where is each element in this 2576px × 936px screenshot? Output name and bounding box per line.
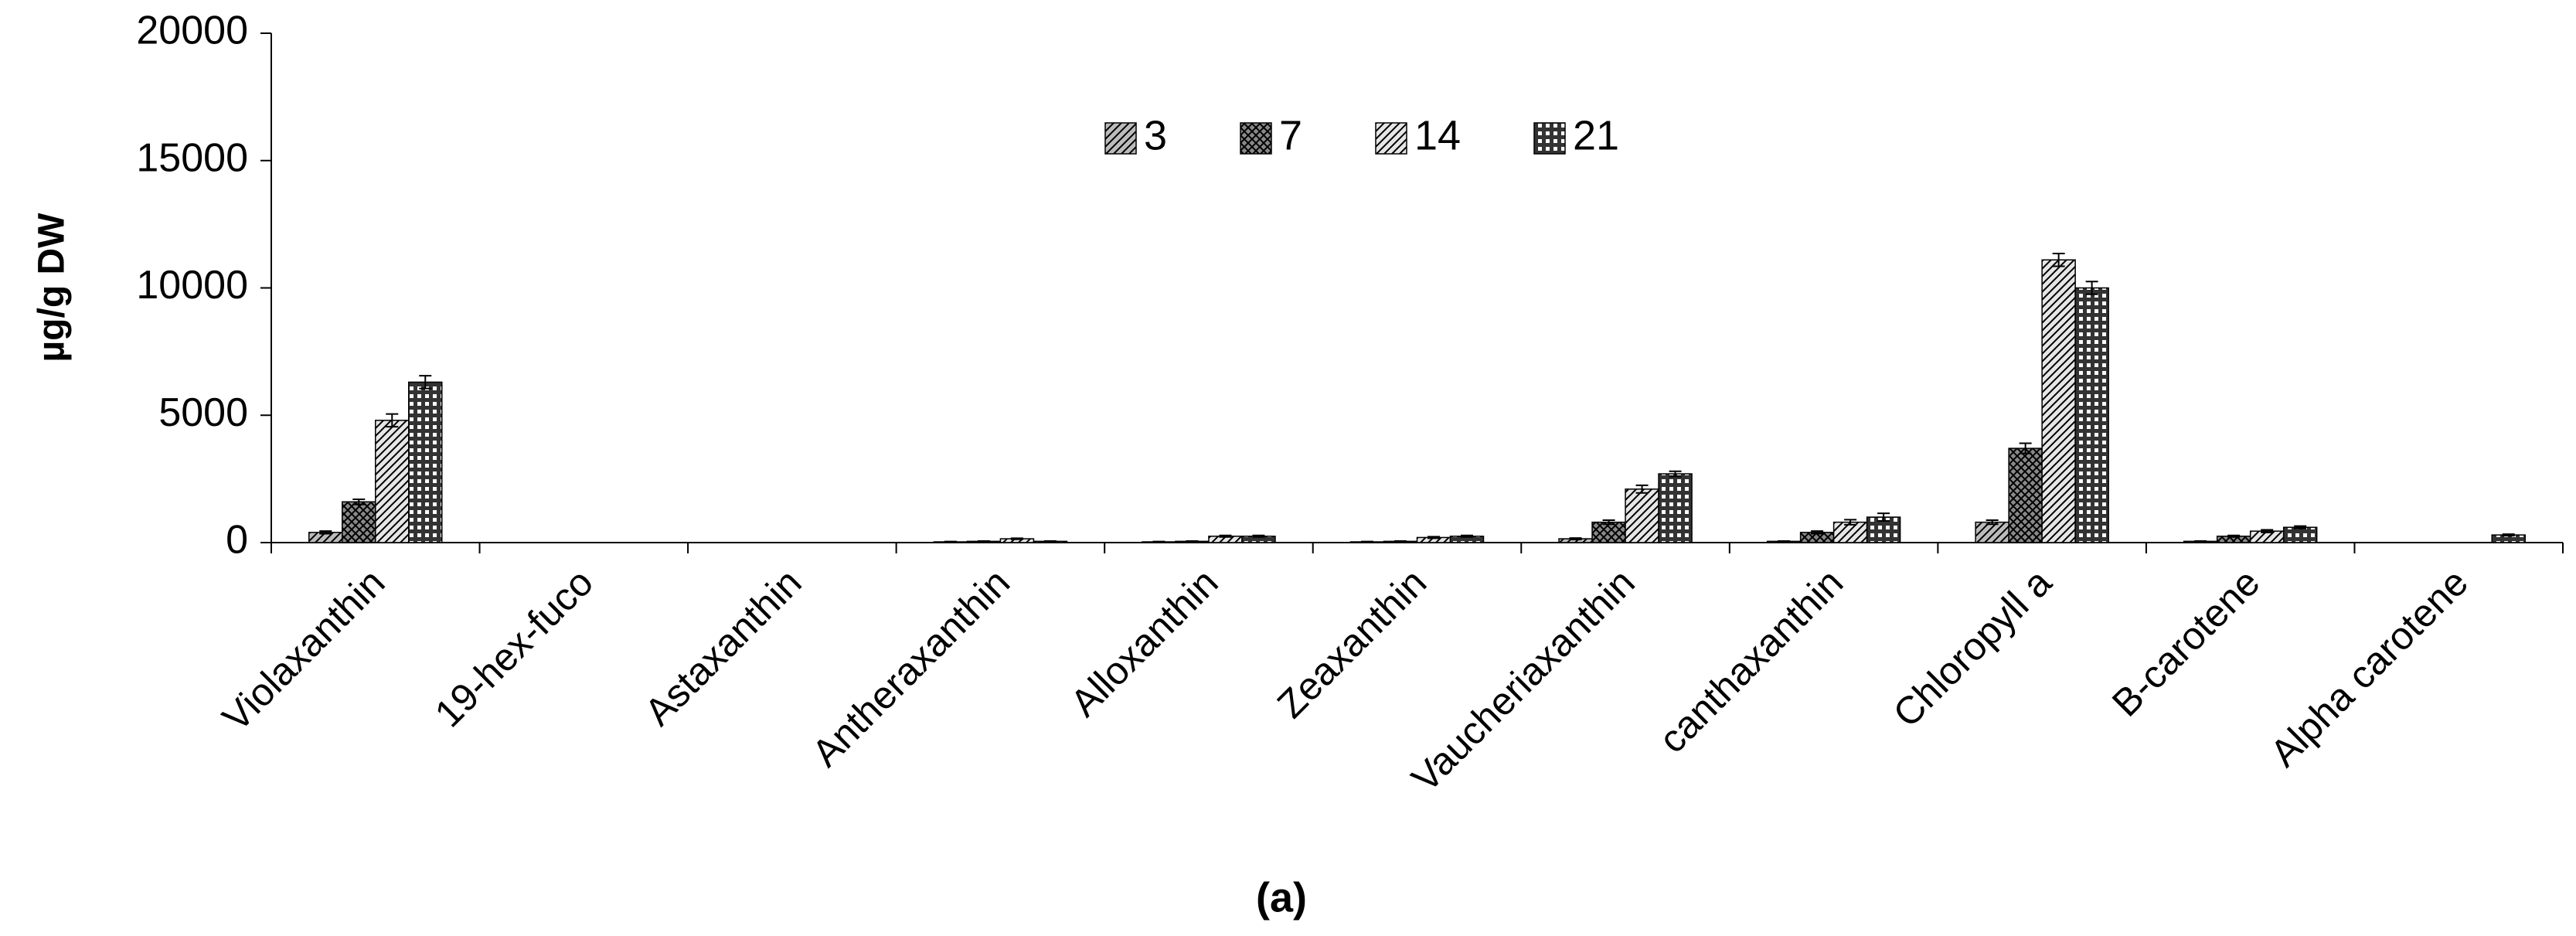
legend-label: 3	[1144, 112, 1167, 158]
error-bar	[1394, 540, 1407, 543]
error-bar	[2019, 442, 2032, 454]
x-tick-label: 19-hex-fuco	[427, 560, 601, 735]
error-bar	[2085, 281, 2098, 295]
x-tick-label: Chloropyll a	[1885, 560, 2060, 735]
error-bar	[386, 413, 399, 428]
x-tick-label: Antheraxanthin	[804, 560, 1018, 774]
error-bar	[977, 540, 990, 543]
x-tick-label: canthaxanthin	[1651, 560, 1852, 761]
x-tick-label: Zeaxanthin	[1269, 560, 1435, 727]
y-axis-label: µg/g DW	[32, 213, 73, 362]
x-tick-label: Vaucheriaxanthin	[1404, 560, 1643, 800]
error-bar	[2294, 525, 2307, 529]
error-bar	[1186, 540, 1199, 543]
legend-label: 21	[1573, 112, 1619, 158]
legend-label: 7	[1279, 112, 1302, 158]
error-bar	[1152, 540, 1165, 543]
error-bar	[2052, 253, 2065, 267]
error-bar	[1252, 534, 1265, 538]
error-bar	[2194, 540, 2207, 543]
bar	[1975, 521, 2009, 543]
error-bar	[1811, 530, 1824, 535]
x-tick-label: B-carotene	[2104, 560, 2268, 725]
error-bar	[2261, 529, 2274, 533]
error-bar	[352, 498, 366, 505]
bar	[342, 501, 376, 543]
bar	[2041, 259, 2076, 543]
error-bar	[2502, 533, 2515, 537]
y-tick-label: 5000	[158, 390, 248, 435]
x-tick-label: Violaxanthin	[214, 560, 393, 740]
error-bar	[944, 540, 957, 543]
bar	[408, 381, 443, 543]
error-bar	[319, 530, 332, 535]
error-bar	[1778, 540, 1791, 543]
y-tick-label: 0	[226, 518, 248, 563]
error-bar	[1569, 537, 1582, 541]
bar	[2008, 448, 2043, 543]
error-bar	[1361, 540, 1373, 543]
error-bar	[1986, 519, 1999, 526]
bar	[375, 420, 410, 543]
error-bar	[2227, 534, 2241, 538]
legend-label: 14	[1414, 112, 1461, 158]
error-bar	[419, 375, 432, 390]
y-tick-label: 20000	[136, 9, 248, 53]
bar	[1658, 473, 1693, 543]
legend-swatch	[1375, 122, 1407, 155]
x-tick-label: Astaxanthin	[636, 560, 809, 733]
caption: (a)	[1256, 874, 1307, 921]
bar	[2074, 287, 2109, 543]
error-bar	[1669, 470, 1682, 478]
bar	[1625, 488, 1659, 543]
legend-swatch	[1240, 122, 1272, 155]
y-tick-label: 15000	[136, 135, 248, 180]
bar	[1832, 521, 1868, 543]
legend-swatch	[1104, 122, 1137, 155]
error-bar	[1635, 484, 1649, 494]
x-tick-label: Alloxanthin	[1062, 560, 1227, 725]
error-bar	[1602, 519, 1615, 526]
y-tick-label: 10000	[136, 263, 248, 308]
x-tick-label: Alpha carotene	[2262, 560, 2476, 774]
bar	[2282, 526, 2318, 543]
error-bar	[1877, 512, 1890, 522]
error-bar	[1428, 536, 1440, 539]
legend-swatch	[1533, 122, 1566, 155]
error-bar	[1461, 534, 1473, 538]
bar	[1591, 521, 1626, 543]
error-bar	[1219, 534, 1232, 538]
error-bar	[1844, 519, 1857, 526]
error-bar	[1010, 537, 1023, 540]
error-bar	[1043, 540, 1057, 543]
